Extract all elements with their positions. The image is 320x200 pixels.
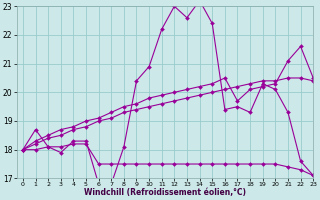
X-axis label: Windchill (Refroidissement éolien,°C): Windchill (Refroidissement éolien,°C) [84,188,246,197]
